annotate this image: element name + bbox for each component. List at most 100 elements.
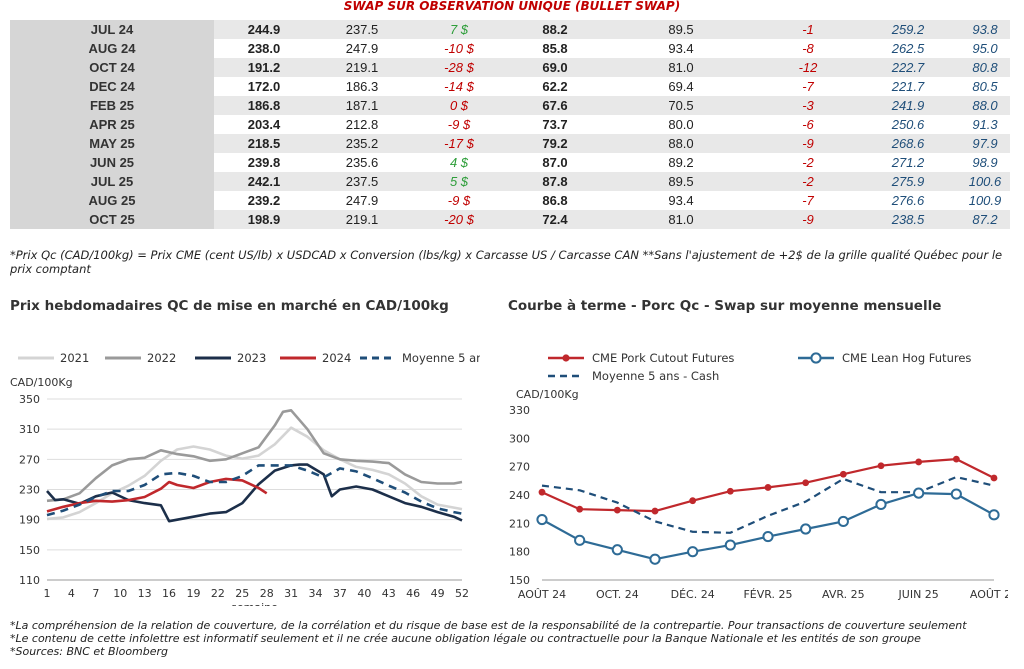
table-cell: 186.3: [314, 77, 410, 96]
x-axis-label: semaine: [231, 601, 278, 606]
swap-table: JUL 24 244.9 237.5 7 $88.2 89.5 -1 259.2 93.8 AU…: [10, 20, 1010, 229]
y-tick-label: 240: [509, 489, 530, 502]
table-cell: 93.4: [602, 191, 760, 210]
table-cell: 98.9: [960, 153, 1010, 172]
table-cell: 85.8: [508, 39, 602, 58]
data-point-pork: [613, 506, 621, 514]
table-cell: 67.6: [508, 96, 602, 115]
legend-label: Moyenne 5 ans - Cash: [592, 369, 719, 383]
x-tick-label: AOÛT 24: [518, 588, 566, 601]
table-row: OCT 24 191.2 219.1 -28 $69.0 81.0 -12 222.7 80.…: [10, 58, 1010, 77]
y-tick-label: 150: [19, 544, 40, 557]
chart2-title: Courbe à terme - Porc Qc - Swap sur moye…: [508, 298, 942, 314]
table-cell: 70.5: [602, 96, 760, 115]
series-line-2022: [46, 409, 463, 503]
table-cell: 242.1: [214, 172, 314, 191]
data-point-hog: [800, 523, 812, 535]
table-cell: 88.2: [508, 20, 602, 39]
legend-label: 2023: [237, 351, 266, 365]
footnote-1: *La compréhension de la relation de couv…: [10, 619, 967, 632]
table-cell: 88.0: [960, 96, 1010, 115]
table-cell: 89.2: [602, 153, 760, 172]
legend-label: CME Pork Cutout Futures: [592, 351, 734, 365]
table-cell: 262.5: [856, 39, 960, 58]
table-cell: -14 $: [410, 77, 508, 96]
x-tick-label: 7: [92, 587, 99, 600]
chart1-title: Prix hebdomadaires QC de mise en marché …: [10, 298, 449, 314]
y-tick-label: 190: [19, 514, 40, 527]
table-cell: 239.2: [214, 191, 314, 210]
table-cell: AUG 25: [10, 191, 214, 210]
data-point-pork: [802, 479, 810, 487]
table-cell: 80.8: [960, 58, 1010, 77]
footnote-3: *Sources: BNC et Bloomberg: [10, 645, 169, 658]
table-cell: 93.4: [602, 39, 760, 58]
data-point-hog: [574, 534, 586, 546]
table-cell: 247.9: [314, 191, 410, 210]
data-point-pork: [952, 455, 960, 463]
table-cell: 259.2: [856, 20, 960, 39]
table-cell: 203.4: [214, 115, 314, 134]
table-cell: 4 $: [410, 153, 508, 172]
y-tick-label: 300: [509, 432, 530, 445]
table-cell: 87.8: [508, 172, 602, 191]
table-cell: OCT 24: [10, 58, 214, 77]
y-tick-label: 150: [509, 574, 530, 587]
table-cell: FEB 25: [10, 96, 214, 115]
x-tick-label: 28: [260, 587, 274, 600]
table-cell: -9: [760, 210, 856, 229]
table-cell: -6: [760, 115, 856, 134]
table-cell: 89.5: [602, 20, 760, 39]
table-cell: -7: [760, 191, 856, 210]
table-cell: 100.6: [960, 172, 1010, 191]
legend-label: 2021: [60, 351, 89, 365]
table-cell: 73.7: [508, 115, 602, 134]
y-tick-label: 210: [509, 517, 530, 530]
data-point-hog: [649, 553, 661, 565]
table-cell: JUN 25: [10, 153, 214, 172]
table-cell: 237.5: [314, 172, 410, 191]
legend-marker: [562, 354, 570, 362]
x-tick-label: JUIN 25: [898, 588, 939, 601]
table-cell: -2: [760, 153, 856, 172]
data-point-hog: [913, 487, 925, 499]
table-cell: 80.0: [602, 115, 760, 134]
x-tick-label: 31: [284, 587, 298, 600]
price-formula-note: *Prix Qc (CAD/100kg) = Prix CME (cent US…: [10, 248, 1003, 276]
table-cell: -1: [760, 20, 856, 39]
series-line-2021: [46, 426, 463, 521]
table-cell: 86.8: [508, 191, 602, 210]
y-tick-label: 180: [509, 546, 530, 559]
y-axis-label: CAD/100Kg: [516, 388, 579, 401]
x-tick-label: 4: [68, 587, 75, 600]
table-cell: 100.9: [960, 191, 1010, 210]
table-cell: 191.2: [214, 58, 314, 77]
data-point-hog: [875, 498, 887, 511]
table-cell: 187.1: [314, 96, 410, 115]
y-tick-label: 310: [19, 423, 40, 436]
table-cell: 93.8: [960, 20, 1010, 39]
data-point-pork: [538, 488, 546, 496]
data-point-pork: [839, 470, 847, 478]
table-cell: 238.5: [856, 210, 960, 229]
table-cell: OCT 25: [10, 210, 214, 229]
table-cell: 81.0: [602, 210, 760, 229]
table-cell: 97.9: [960, 134, 1010, 153]
table-cell: -12: [760, 58, 856, 77]
y-tick-label: 350: [19, 393, 40, 406]
x-tick-label: OCT. 24: [596, 588, 639, 601]
legend-label: CME Lean Hog Futures: [842, 351, 971, 365]
table-cell: 222.7: [856, 58, 960, 77]
table-cell: 239.8: [214, 153, 314, 172]
table-cell: -20 $: [410, 210, 508, 229]
table-cell: 212.8: [314, 115, 410, 134]
table-cell: 268.6: [856, 134, 960, 153]
table-cell: 91.3: [960, 115, 1010, 134]
data-point-pork: [990, 474, 998, 482]
table-row: APR 25 203.4 212.8 -9 $73.7 80.0 -6 250.6 91.3: [10, 115, 1010, 134]
y-tick-label: 270: [509, 461, 530, 474]
x-tick-label: 43: [382, 587, 396, 600]
x-tick-label: FÉVR. 25: [743, 588, 792, 601]
y-tick-label: 270: [19, 453, 40, 466]
table-cell: 235.6: [314, 153, 410, 172]
